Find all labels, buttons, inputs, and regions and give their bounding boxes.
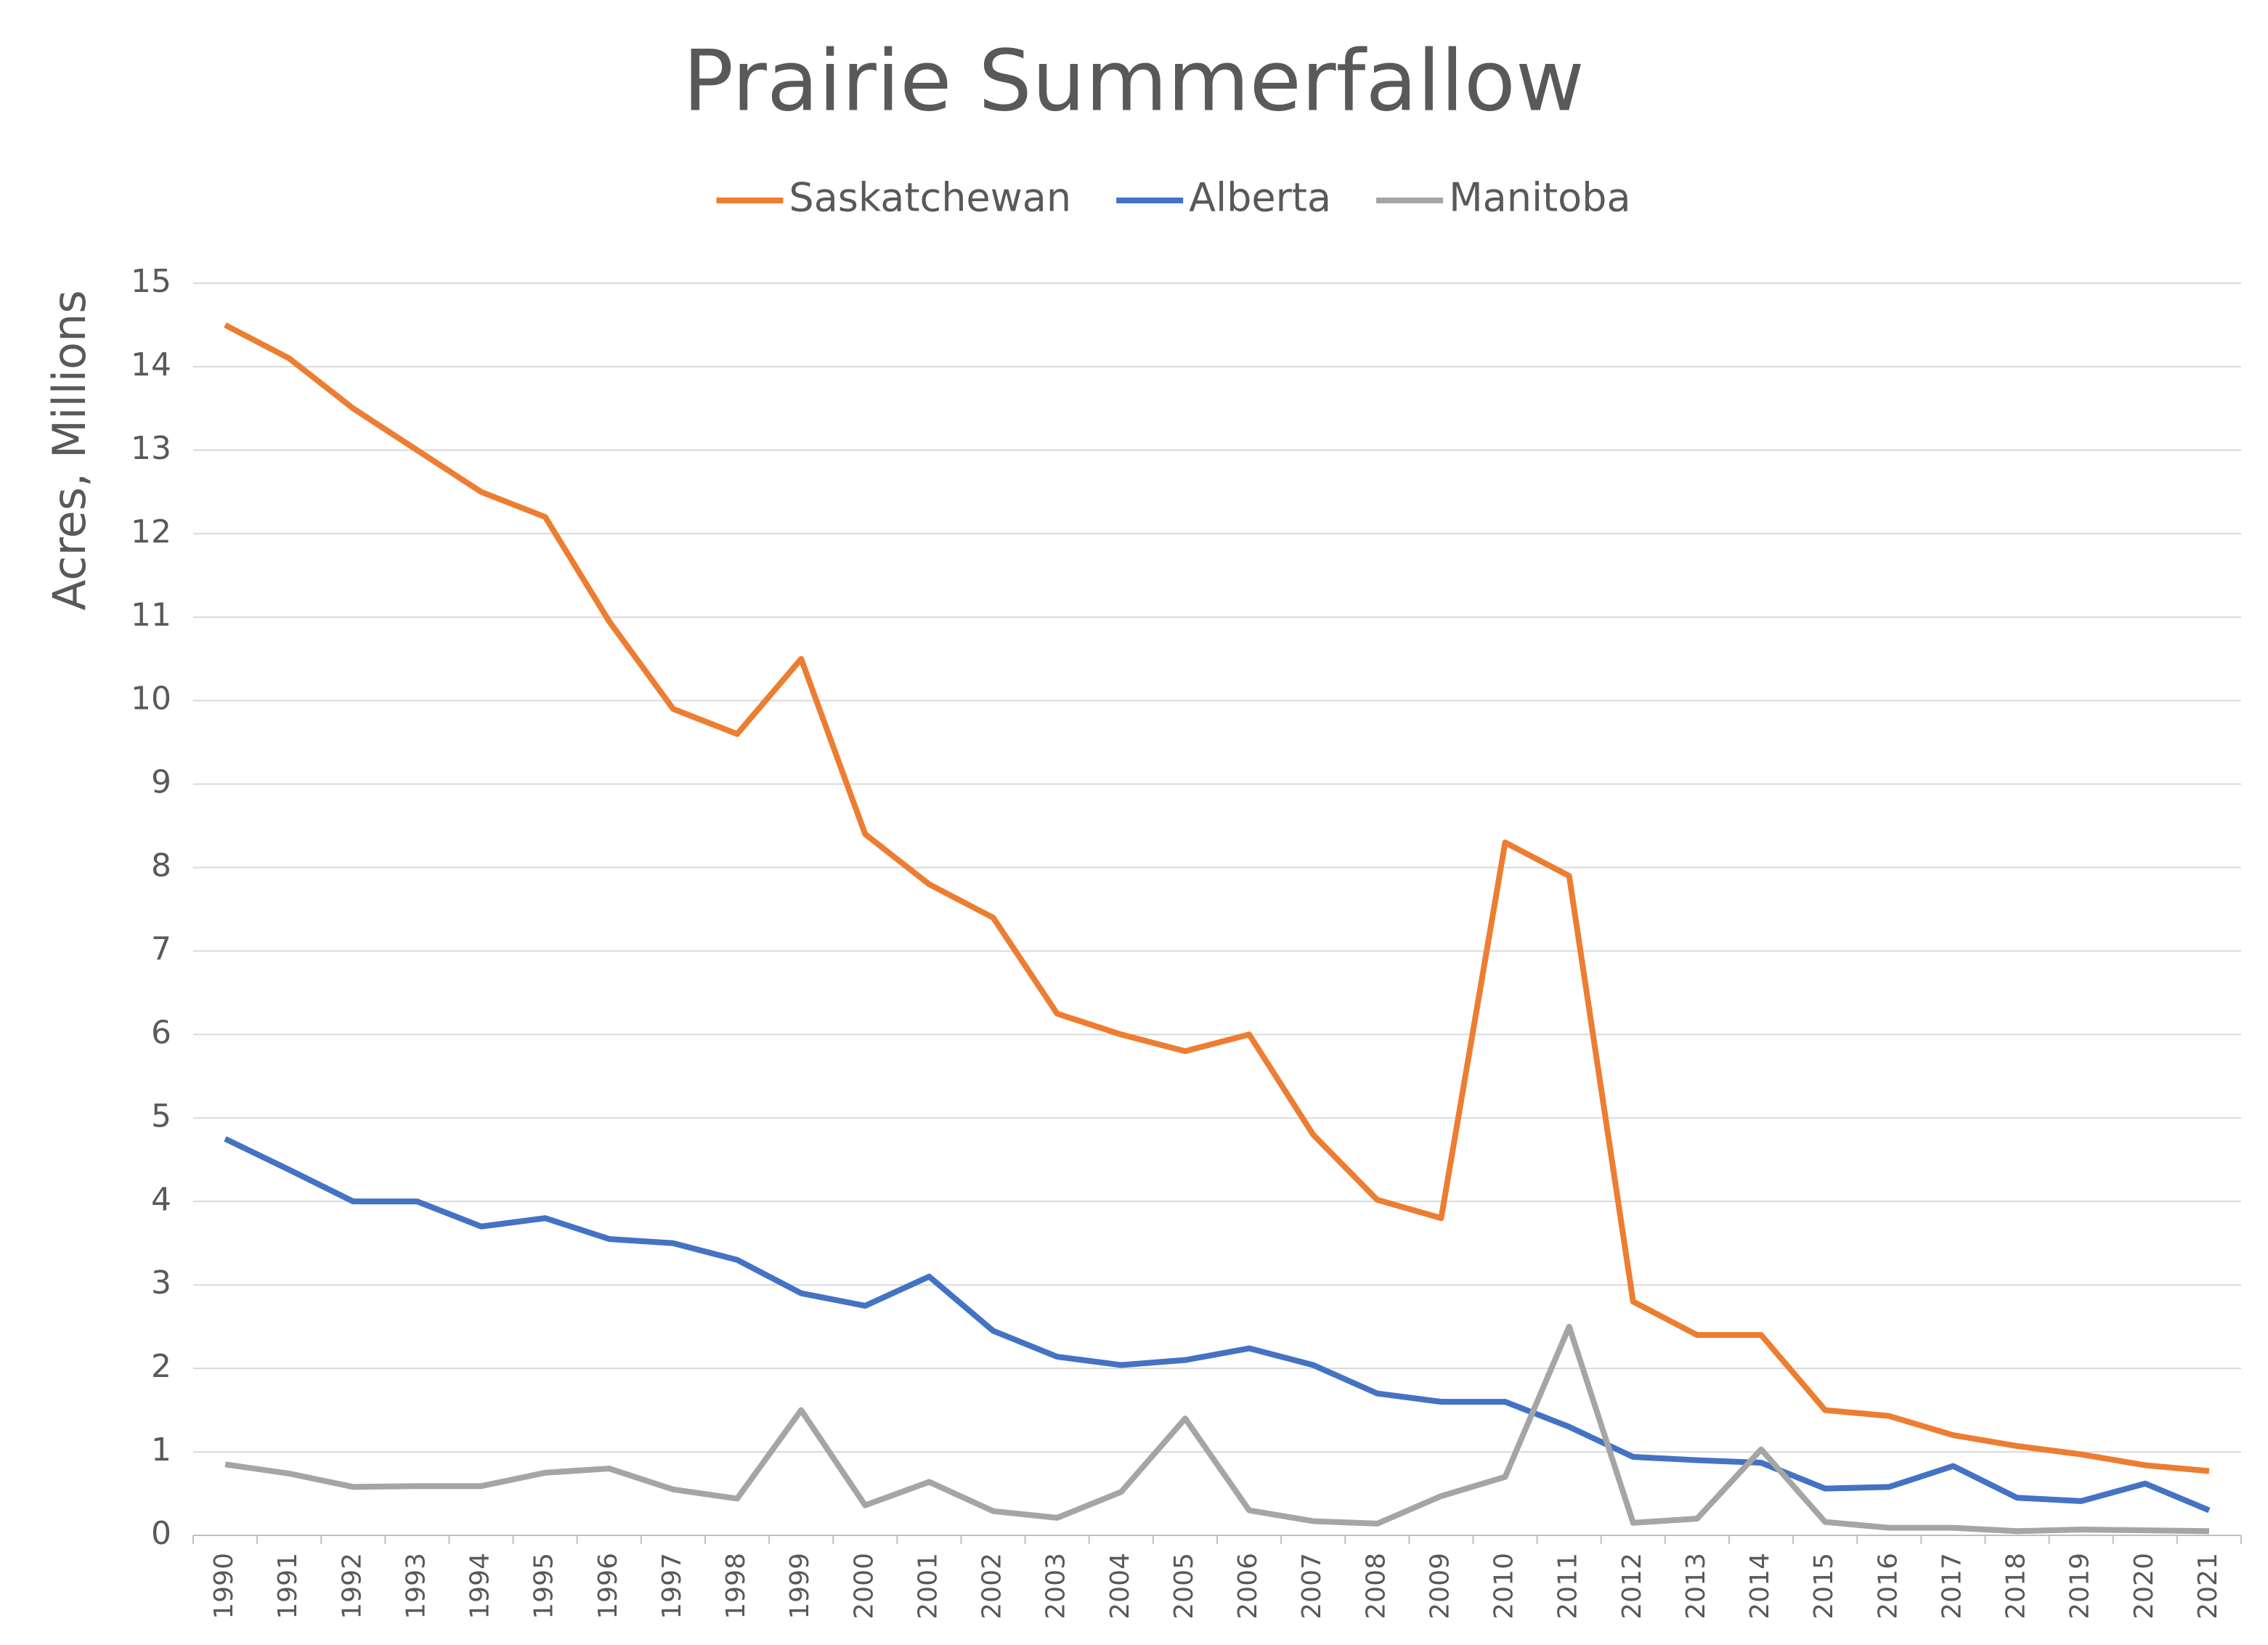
legend-label: Alberta bbox=[1189, 175, 1331, 221]
x-tick-label: 1997 bbox=[657, 1553, 687, 1620]
x-tick-label: 1990 bbox=[209, 1553, 239, 1620]
series-line bbox=[224, 1136, 2211, 1514]
x-tick-label: 2015 bbox=[1809, 1553, 1839, 1620]
x-tick-label: 2008 bbox=[1361, 1553, 1391, 1620]
legend-label: Saskatchewan bbox=[789, 175, 1071, 221]
y-tick-label: 7 bbox=[151, 930, 171, 967]
x-tick-label: 1996 bbox=[593, 1553, 623, 1620]
x-tick-label: 2021 bbox=[2193, 1553, 2223, 1620]
y-tick-label: 13 bbox=[131, 430, 171, 467]
y-tick-label: 4 bbox=[151, 1181, 171, 1218]
x-tick-label: 2001 bbox=[913, 1553, 943, 1620]
series-line bbox=[224, 1323, 2209, 1535]
x-tick-label: 1998 bbox=[721, 1553, 751, 1620]
x-tick-label: 2012 bbox=[1617, 1553, 1647, 1620]
x-tick-label: 2003 bbox=[1041, 1553, 1071, 1620]
y-tick-label: 3 bbox=[151, 1264, 171, 1301]
x-tick-label: 1994 bbox=[466, 1553, 495, 1620]
y-tick-label: 14 bbox=[131, 346, 171, 383]
y-tick-label: 10 bbox=[131, 681, 171, 718]
x-tick-label: 2011 bbox=[1553, 1553, 1583, 1620]
x-tick-label: 2013 bbox=[1681, 1553, 1711, 1620]
y-tick-label: 15 bbox=[131, 263, 171, 300]
x-tick-label: 2016 bbox=[1873, 1553, 1903, 1620]
y-tick-label: 11 bbox=[131, 597, 171, 634]
x-tick-label: 2002 bbox=[977, 1553, 1007, 1620]
chart-title: Prairie Summerfallow bbox=[683, 33, 1585, 131]
x-tick-label: 2009 bbox=[1425, 1553, 1455, 1620]
x-tick-label: 2014 bbox=[1745, 1553, 1775, 1620]
x-tick-label: 2019 bbox=[2065, 1553, 2095, 1620]
x-tick-label: 1991 bbox=[273, 1553, 303, 1620]
x-tick-label: 2006 bbox=[1233, 1553, 1263, 1620]
y-tick-label: 2 bbox=[151, 1348, 171, 1385]
y-axis-label: Acres, Millions bbox=[43, 290, 96, 610]
y-tick-label: 0 bbox=[151, 1515, 171, 1552]
y-tick-label: 1 bbox=[151, 1431, 171, 1469]
x-tick-label: 1992 bbox=[337, 1553, 367, 1620]
x-tick-label: 2010 bbox=[1489, 1553, 1519, 1620]
x-tick-label: 2007 bbox=[1297, 1553, 1327, 1620]
x-tick-label: 2018 bbox=[2001, 1553, 2031, 1620]
x-tick-label: 1995 bbox=[529, 1553, 559, 1620]
x-tick-label: 2020 bbox=[2129, 1553, 2159, 1620]
y-tick-label: 9 bbox=[151, 764, 171, 801]
y-tick-label: 6 bbox=[151, 1014, 171, 1051]
legend-label: Manitoba bbox=[1449, 175, 1631, 221]
x-tick-label: 2005 bbox=[1169, 1553, 1199, 1620]
y-tick-label: 8 bbox=[151, 848, 171, 885]
y-tick-label: 12 bbox=[131, 513, 171, 551]
x-tick-label: 2004 bbox=[1105, 1553, 1135, 1620]
series-line bbox=[224, 322, 2210, 1474]
x-tick-label: 2017 bbox=[1937, 1553, 1967, 1620]
x-tick-label: 1999 bbox=[785, 1553, 815, 1620]
x-tick-label: 1993 bbox=[401, 1553, 431, 1620]
x-tick-label: 2000 bbox=[849, 1553, 879, 1620]
y-tick-label: 5 bbox=[151, 1097, 171, 1134]
